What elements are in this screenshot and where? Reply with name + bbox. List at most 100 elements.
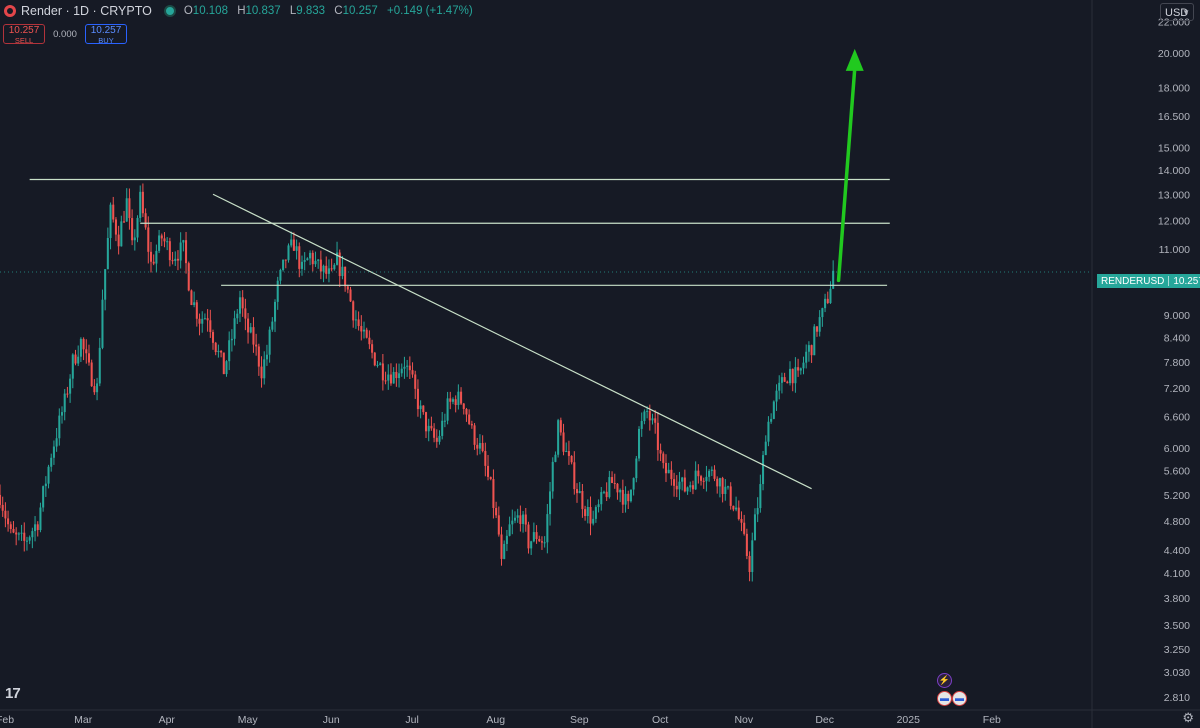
- descending-trendline: [212, 193, 812, 490]
- candle-body: [635, 458, 638, 479]
- candle-body: [611, 477, 614, 483]
- candle-body: [9, 524, 12, 529]
- candle-body: [788, 368, 792, 384]
- candle-body: [762, 455, 765, 485]
- candle-body: [468, 414, 471, 424]
- y-tick-label: 3.030: [1164, 667, 1190, 679]
- candle-body: [737, 507, 740, 520]
- x-tick-label: Apr: [159, 714, 176, 726]
- candle-body: [632, 478, 635, 490]
- candle-body: [152, 261, 155, 264]
- tradingview-logo[interactable]: 17: [5, 685, 21, 702]
- candle-body: [187, 263, 190, 291]
- candle-body: [543, 542, 546, 544]
- candle-body: [34, 524, 37, 532]
- candle-body: [273, 301, 277, 322]
- currency-value: USD: [1165, 7, 1189, 19]
- chart-header: Render · 1D · CRYPTO O10.108 H10.837 L9.…: [0, 0, 479, 22]
- buy-button[interactable]: 10.257 BUY: [85, 24, 127, 45]
- candle-body: [290, 239, 293, 246]
- candle-body: [586, 506, 589, 517]
- symbol-title[interactable]: Render · 1D · CRYPTO: [21, 4, 152, 18]
- candle-body: [176, 258, 179, 261]
- candle-body: [241, 297, 244, 309]
- candle-body: [371, 344, 374, 353]
- y-tick-label: 11.000: [1159, 244, 1190, 256]
- candle-body: [476, 444, 479, 449]
- open-value: 10.108: [192, 5, 228, 17]
- event-flash-icon[interactable]: ⚡: [937, 673, 952, 688]
- candle-body: [365, 329, 368, 338]
- candle-body: [565, 451, 568, 453]
- candle-body: [101, 299, 104, 348]
- candle-body: [602, 491, 605, 493]
- candle-body: [511, 520, 514, 525]
- candle-body: [538, 539, 541, 542]
- y-tick-label: 22.000: [1158, 17, 1190, 29]
- candle-body: [300, 261, 304, 269]
- candle-body: [4, 510, 7, 519]
- candle-body: [414, 374, 417, 389]
- candle-body: [454, 399, 457, 406]
- candle-body: [462, 403, 465, 409]
- render-logo-icon: [4, 5, 16, 17]
- y-tick-label: 4.100: [1164, 568, 1190, 580]
- candle-body: [144, 213, 147, 228]
- candle-body: [621, 489, 624, 505]
- candle-body: [303, 260, 306, 262]
- candle-body: [60, 412, 64, 416]
- candle-body: [120, 221, 123, 247]
- candle-body: [708, 470, 711, 477]
- candle-body: [705, 476, 708, 482]
- candle-body: [201, 318, 204, 324]
- chevron-down-icon: ▼: [1182, 8, 1190, 17]
- candle-body: [522, 514, 525, 524]
- candle-body: [559, 420, 562, 433]
- candle-body: [25, 540, 28, 542]
- gear-icon[interactable]: ⚙: [1182, 710, 1194, 725]
- candle-body: [751, 540, 754, 573]
- candle-body: [112, 204, 115, 220]
- candle-body: [287, 245, 290, 261]
- candle-body: [570, 455, 573, 463]
- candle-body: [90, 362, 93, 387]
- us-event-flag-icon[interactable]: ▬: [952, 691, 967, 706]
- y-tick-label: 2.810: [1164, 692, 1190, 704]
- candle-body: [362, 329, 366, 332]
- candle-body: [20, 532, 23, 534]
- candle-body: [214, 342, 217, 353]
- x-tick-label: Oct: [652, 714, 668, 726]
- candle-body: [384, 380, 387, 382]
- candle-body: [257, 346, 260, 367]
- candle-body: [352, 301, 355, 321]
- candle-body: [141, 191, 144, 214]
- candle-body: [336, 252, 339, 265]
- candle-body: [767, 421, 770, 442]
- us-event-flag-icon[interactable]: ▬: [937, 691, 952, 706]
- candle-body: [341, 266, 344, 277]
- candle-body: [314, 260, 317, 265]
- candle-body: [244, 308, 247, 319]
- candle-body: [198, 318, 201, 324]
- trade-widget: 10.257 SELL 0.000 10.257 BUY: [3, 24, 127, 45]
- candle-body: [17, 533, 20, 535]
- candle-body: [584, 509, 587, 517]
- candle-body: [392, 371, 395, 384]
- candle-body: [508, 524, 511, 536]
- candle-body: [624, 493, 627, 505]
- candle-body: [47, 466, 50, 484]
- y-tick-label: 4.400: [1164, 545, 1190, 557]
- candle-body: [726, 486, 730, 488]
- candle-body: [373, 352, 376, 366]
- sell-button[interactable]: 10.257 SELL: [3, 24, 45, 45]
- candle-body: [813, 326, 816, 356]
- candle-body: [441, 420, 444, 436]
- currency-select[interactable]: USD ▼: [1160, 3, 1194, 21]
- y-tick-label: 3.250: [1164, 644, 1190, 656]
- candle-body: [575, 489, 579, 494]
- candle-body: [155, 250, 158, 264]
- candle-body: [31, 531, 34, 538]
- candle-body: [66, 393, 69, 395]
- x-tick-label: Dec: [815, 714, 834, 726]
